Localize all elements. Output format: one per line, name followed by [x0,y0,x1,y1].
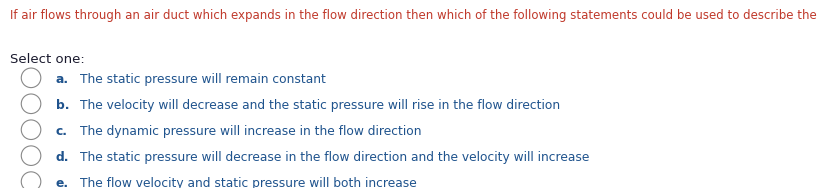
Text: Select one:: Select one: [10,53,84,66]
Text: If air flows through an air duct which expands in the flow direction then which : If air flows through an air duct which e… [10,9,817,22]
Text: e.: e. [56,177,69,188]
Text: The velocity will decrease and the static pressure will rise in the flow directi: The velocity will decrease and the stati… [80,99,560,112]
Text: b.: b. [56,99,69,112]
Text: a.: a. [56,73,69,86]
Text: The static pressure will remain constant: The static pressure will remain constant [80,73,326,86]
Text: The static pressure will decrease in the flow direction and the velocity will in: The static pressure will decrease in the… [80,151,589,164]
Text: c.: c. [56,125,68,138]
Text: The dynamic pressure will increase in the flow direction: The dynamic pressure will increase in th… [80,125,422,138]
Text: The flow velocity and static pressure will both increase: The flow velocity and static pressure wi… [80,177,417,188]
Text: d.: d. [56,151,69,164]
